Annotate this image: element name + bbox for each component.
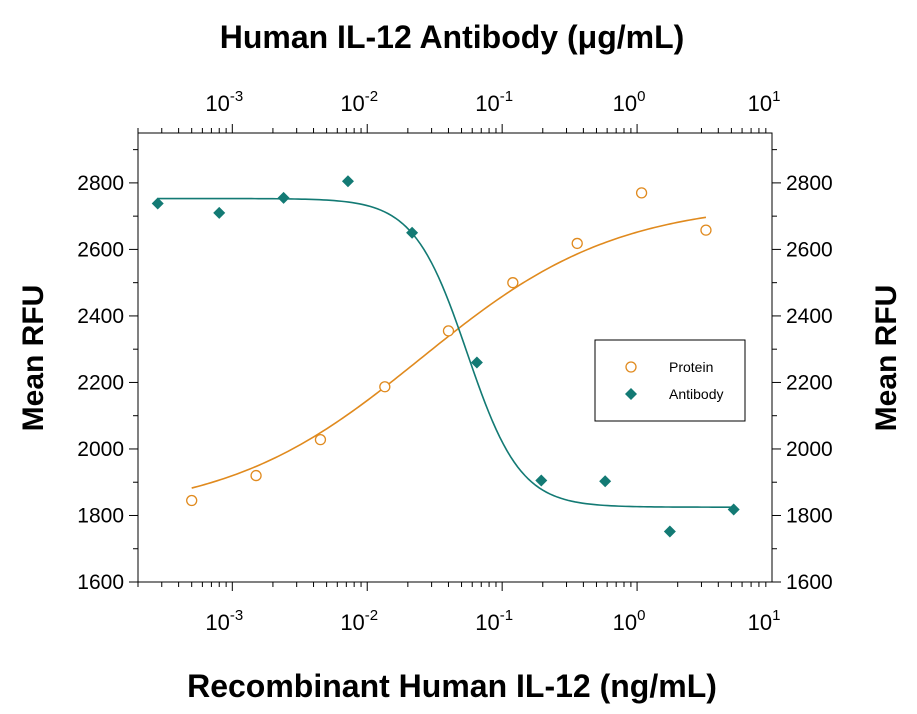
data-point-protein	[442, 325, 455, 337]
x-tick-label-bottom: 10-3	[205, 607, 243, 635]
data-point-antibody	[213, 206, 226, 219]
legend-protein-marker	[625, 361, 637, 373]
y-axis-label-right: Mean RFU	[870, 285, 903, 432]
x-tick-label-bottom: 101	[748, 607, 781, 635]
x-tick-label-bottom: 10-1	[475, 607, 513, 635]
data-points	[151, 175, 740, 538]
legend-protein-label: Protein	[669, 359, 713, 375]
data-point-protein	[314, 434, 327, 446]
y-tick-label-left: 1600	[77, 571, 124, 594]
data-point-antibody	[599, 475, 612, 488]
data-point-protein	[379, 381, 391, 393]
legend: Protein Antibody	[594, 339, 746, 422]
x-tick-label-top: 10-2	[340, 88, 378, 116]
y-tick-label-left: 2200	[77, 371, 124, 394]
y-tick-label-right: 2000	[786, 438, 833, 461]
data-point-antibody	[470, 356, 483, 369]
chart-title: Human IL-12 Antibody (μg/mL)	[220, 19, 685, 55]
data-point-antibody	[727, 503, 740, 516]
x-tick-label-bottom: 10-2	[340, 607, 378, 635]
legend-antibody-marker	[625, 388, 637, 400]
x-tick-label-top: 100	[613, 88, 646, 116]
data-point-antibody	[277, 191, 290, 204]
data-point-antibody	[406, 226, 419, 239]
data-point-antibody	[151, 197, 164, 210]
data-point-antibody	[535, 474, 548, 487]
y-tick-label-right: 1600	[786, 571, 833, 594]
x-tick-label-bottom: 100	[613, 607, 646, 635]
x-tick-label-top: 101	[748, 88, 781, 116]
legend-box	[594, 339, 746, 422]
y-axis-label: Mean RFU	[17, 285, 50, 432]
y-tick-label-right: 2600	[786, 238, 833, 261]
data-point-protein	[700, 224, 712, 236]
data-point-protein	[571, 237, 583, 250]
data-point-protein	[186, 494, 198, 507]
axes-group: 10-310-310-210-210-110-11001001011011600…	[77, 88, 832, 635]
y-tick-label-right: 1800	[786, 504, 833, 527]
data-point-protein	[507, 277, 519, 289]
y-tick-label-left: 2800	[77, 172, 124, 195]
y-tick-label-right: 2200	[786, 371, 833, 394]
y-tick-label-left: 2000	[77, 438, 124, 461]
plot-frame	[137, 132, 773, 583]
legend-antibody-label: Antibody	[669, 386, 723, 402]
x-axis-label: Recombinant Human IL-12 (ng/mL)	[187, 668, 717, 704]
y-tick-label-left: 2600	[77, 238, 124, 261]
data-point-antibody	[663, 525, 676, 538]
data-point-antibody	[341, 175, 354, 188]
y-tick-label-left: 1800	[77, 504, 124, 527]
data-point-protein	[250, 469, 262, 482]
x-tick-label-top: 10-3	[205, 88, 243, 116]
x-tick-label-top: 10-1	[475, 88, 513, 116]
y-tick-label-right: 2400	[786, 305, 833, 328]
y-tick-label-right: 2800	[786, 172, 833, 195]
fit-curve-antibody	[157, 197, 734, 508]
data-point-protein	[635, 187, 648, 199]
y-tick-label-left: 2400	[77, 305, 124, 328]
